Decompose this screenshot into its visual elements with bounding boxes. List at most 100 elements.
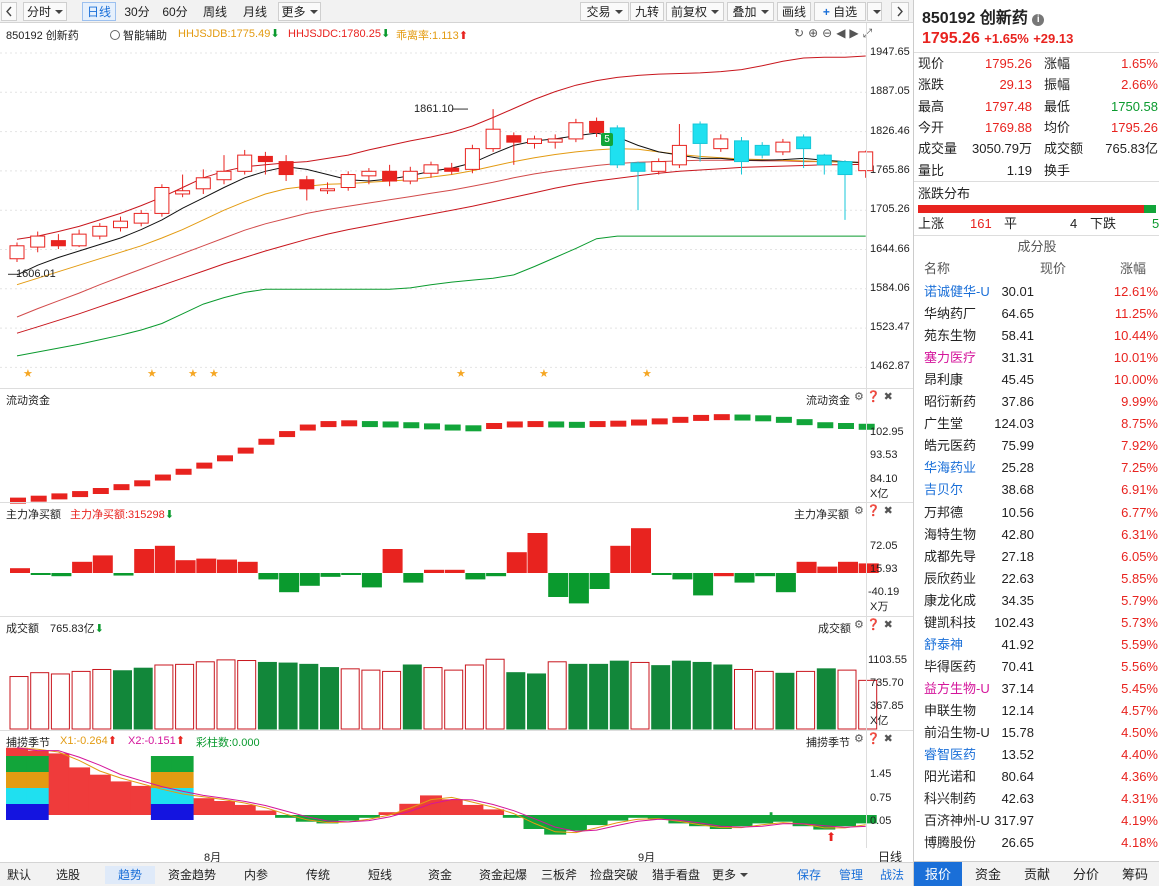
overlay-dropdown[interactable]: 叠加 <box>727 2 774 21</box>
main-net-bar <box>465 573 486 580</box>
component-row[interactable]: 睿智医药 13.52 4.40% <box>914 744 1159 765</box>
component-row[interactable]: 吉贝尔 38.68 6.91% <box>914 479 1159 500</box>
component-change: 9.99% <box>1121 394 1158 410</box>
next-icon[interactable]: ▶ <box>849 26 863 40</box>
bottom-tab-default[interactable]: 默认 <box>6 868 31 882</box>
turnover-bar <box>175 663 195 730</box>
component-row[interactable]: 华纳药厂 64.65 11.25% <box>914 303 1159 324</box>
watchlist-dropdown[interactable] <box>867 2 882 21</box>
liquidity-bar <box>610 420 627 427</box>
nine-turn-button[interactable]: 九转 <box>630 2 664 21</box>
season-bar <box>378 812 401 815</box>
candle-body <box>485 128 501 150</box>
component-row[interactable]: 百济神州-U 317.97 4.19% <box>914 810 1159 831</box>
component-name: 华海药业 <box>924 460 977 476</box>
season-color-column <box>26 788 49 804</box>
component-row[interactable]: 华海药业 25.28 7.25% <box>914 457 1159 478</box>
turnover-bar <box>816 668 836 730</box>
high-price-mark: 1861.10 <box>414 103 454 115</box>
component-row[interactable]: 成都先导 27.18 6.05% <box>914 546 1159 567</box>
tab-60min[interactable]: 60分 <box>162 5 188 19</box>
component-row[interactable]: 诺诚健华-U 30.01 12.61% <box>914 281 1159 302</box>
pane-settings-icons[interactable]: ⚙ ❓ ✖ <box>854 733 893 745</box>
bottom-tab-more[interactable]: 更多 <box>710 866 750 884</box>
trade-dropdown[interactable]: 交易 <box>580 2 629 21</box>
tab-fund[interactable]: 资金 <box>974 867 1001 882</box>
component-change: 5.45% <box>1121 680 1158 696</box>
component-name: 成都先导 <box>924 548 977 564</box>
add-watchlist-button[interactable]: + 自选 <box>814 2 866 21</box>
component-row[interactable]: 海特生物 42.80 6.31% <box>914 524 1159 545</box>
component-row[interactable]: 皓元医药 75.99 7.92% <box>914 435 1159 456</box>
turnover-bar <box>485 658 505 730</box>
tab-monthly[interactable]: 月线 <box>242 5 267 19</box>
season-bar <box>482 809 505 815</box>
tab-daily[interactable]: 日线 <box>82 2 116 21</box>
component-row[interactable]: 科兴制药 42.63 4.31% <box>914 788 1159 809</box>
bottom-tab-inside[interactable]: 内参 <box>243 868 268 882</box>
smart-assist-toggle[interactable]: 智能辅助 <box>110 27 167 43</box>
bottom-tab-hunter[interactable]: 猎手看盘 <box>651 868 700 882</box>
tab-weekly[interactable]: 周线 <box>202 5 227 19</box>
price-axis-tick: 1523.47 <box>870 321 910 334</box>
zoom-out-icon[interactable]: ⊖ <box>822 26 837 40</box>
candle-body <box>671 144 687 166</box>
strategy-button[interactable]: 战法 <box>879 868 904 882</box>
component-row[interactable]: 前沿生物-U 15.78 4.50% <box>914 722 1159 743</box>
component-row[interactable]: 万邦德 10.56 6.77% <box>914 502 1159 523</box>
collapse-icon[interactable] <box>1 2 17 21</box>
price-axis-tick: 1826.46 <box>870 124 910 137</box>
tab-chips[interactable]: 筹码 <box>1121 867 1148 882</box>
component-change: 5.79% <box>1121 592 1158 608</box>
adjust-dropdown[interactable]: 前复权 <box>666 2 724 21</box>
refresh-icon[interactable]: ↻ <box>794 26 809 40</box>
bottom-tab-select[interactable]: 选股 <box>55 868 80 882</box>
bottom-tab-breakout[interactable]: 捡盘突破 <box>589 868 638 882</box>
bottom-tab-fund-trend[interactable]: 资金趋势 <box>167 868 216 882</box>
manage-button[interactable]: 管理 <box>838 868 863 882</box>
component-row[interactable]: 塞力医疗 31.31 10.01% <box>914 347 1159 368</box>
tab-30min[interactable]: 30分 <box>124 5 150 19</box>
pane-settings-icons[interactable]: ⚙ ❓ ✖ <box>854 505 893 517</box>
component-row[interactable]: 广生堂 124.03 8.75% <box>914 413 1159 434</box>
bottom-tab-three-axes[interactable]: 三板斧 <box>540 868 577 882</box>
component-row[interactable]: 键凯科技 102.43 5.73% <box>914 612 1159 633</box>
prev-icon[interactable]: ◀ <box>836 26 850 40</box>
tab-price-dist[interactable]: 分价 <box>1072 867 1099 882</box>
liquidity-bar <box>30 495 47 502</box>
fullscreen-icon[interactable]: ⤢ <box>862 26 877 40</box>
bottom-tab-trend[interactable]: 趋势 <box>105 866 155 884</box>
component-row[interactable]: 申联生物 12.14 4.57% <box>914 700 1159 721</box>
bottom-tab-short[interactable]: 短线 <box>367 868 392 882</box>
hhjsjdb-indicator: HHJSJDB:1775.49⬇ <box>178 28 280 40</box>
component-row[interactable]: 昭衍新药 37.86 9.99% <box>914 391 1159 412</box>
tab-intraday[interactable]: 分时 <box>23 2 67 21</box>
bottom-tab-fund[interactable]: 资金 <box>427 868 452 882</box>
kline-chart[interactable]: ⬇⬆ <box>0 23 913 862</box>
more-periods-dropdown[interactable]: 更多 <box>278 2 321 21</box>
component-row[interactable]: 益方生物-U 37.14 5.45% <box>914 678 1159 699</box>
quote-label: 振幅 <box>1044 77 1071 93</box>
zoom-in-icon[interactable]: ⊕ <box>808 26 823 40</box>
draw-line-button[interactable]: 画线 <box>777 2 811 21</box>
tab-quote[interactable]: 报价 <box>914 862 962 886</box>
component-row[interactable]: 博腾股份 26.65 4.18% <box>914 832 1159 853</box>
component-row[interactable]: 阳光诺和 80.64 4.36% <box>914 766 1159 787</box>
pane-settings-icons[interactable]: ⚙ ❓ ✖ <box>854 391 893 403</box>
component-row[interactable]: 毕得医药 70.41 5.56% <box>914 656 1159 677</box>
bottom-tab-fund-burst[interactable]: 资金起爆 <box>478 868 527 882</box>
liquidity-bar <box>341 420 358 427</box>
x-label-aug: 8月 <box>204 852 222 864</box>
bottom-tab-traditional[interactable]: 传统 <box>305 868 330 882</box>
info-icon[interactable]: i <box>1032 14 1045 26</box>
pane-settings-icons[interactable]: ⚙ ❓ ✖ <box>854 619 893 631</box>
component-row[interactable]: 辰欣药业 22.63 5.85% <box>914 568 1159 589</box>
save-button[interactable]: 保存 <box>796 868 821 882</box>
component-row[interactable]: 舒泰神 41.92 5.59% <box>914 634 1159 655</box>
component-row[interactable]: 昂利康 45.45 10.00% <box>914 369 1159 390</box>
expand-right-icon[interactable] <box>891 2 909 21</box>
tab-contribution[interactable]: 贡献 <box>1023 867 1050 882</box>
candle-body <box>175 190 191 195</box>
component-row[interactable]: 苑东生物 58.41 10.44% <box>914 325 1159 346</box>
component-row[interactable]: 康龙化成 34.35 5.79% <box>914 590 1159 611</box>
